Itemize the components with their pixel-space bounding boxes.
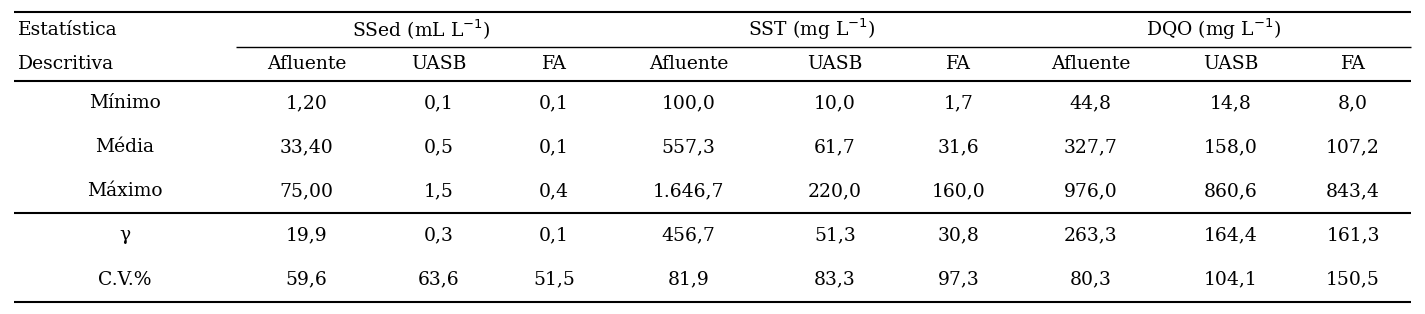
Text: FA: FA (542, 55, 567, 73)
Text: UASB: UASB (412, 55, 466, 73)
Text: FA: FA (1341, 55, 1365, 73)
Text: Afluente: Afluente (266, 55, 346, 73)
Text: 843,4: 843,4 (1327, 182, 1381, 200)
Text: 0,5: 0,5 (423, 138, 455, 156)
Text: 263,3: 263,3 (1064, 226, 1117, 245)
Text: UASB: UASB (1203, 55, 1258, 73)
Text: 557,3: 557,3 (661, 138, 715, 156)
Text: 51,5: 51,5 (533, 271, 574, 289)
Text: 0,1: 0,1 (539, 226, 569, 245)
Text: Máximo: Máximo (87, 182, 162, 200)
Text: 19,9: 19,9 (286, 226, 328, 245)
Text: 30,8: 30,8 (938, 226, 979, 245)
Text: Mínimo: Mínimo (88, 94, 161, 112)
Text: 1,7: 1,7 (943, 94, 973, 112)
Text: 31,6: 31,6 (938, 138, 979, 156)
Text: 976,0: 976,0 (1064, 182, 1117, 200)
Text: 158,0: 158,0 (1204, 138, 1257, 156)
Text: 33,40: 33,40 (279, 138, 333, 156)
Text: 75,00: 75,00 (279, 182, 333, 200)
Text: Média: Média (95, 138, 154, 156)
Text: Afluente: Afluente (1052, 55, 1130, 73)
Text: Descritiva: Descritiva (19, 55, 114, 73)
Text: 104,1: 104,1 (1204, 271, 1257, 289)
Text: Afluente: Afluente (648, 55, 728, 73)
Text: 1.646,7: 1.646,7 (653, 182, 724, 200)
Text: 51,3: 51,3 (814, 226, 856, 245)
Text: SST (mg L$^{-1}$): SST (mg L$^{-1}$) (748, 17, 876, 42)
Text: γ: γ (120, 226, 131, 245)
Text: 0,1: 0,1 (539, 138, 569, 156)
Text: 59,6: 59,6 (285, 271, 328, 289)
Text: FA: FA (946, 55, 970, 73)
Text: UASB: UASB (808, 55, 862, 73)
Text: 83,3: 83,3 (814, 271, 856, 289)
Text: 44,8: 44,8 (1070, 94, 1112, 112)
Text: 164,4: 164,4 (1204, 226, 1257, 245)
Text: 81,9: 81,9 (668, 271, 710, 289)
Text: Estatística: Estatística (19, 21, 118, 39)
Text: DQO (mg L$^{-1}$): DQO (mg L$^{-1}$) (1146, 17, 1281, 42)
Text: 161,3: 161,3 (1327, 226, 1379, 245)
Text: 860,6: 860,6 (1204, 182, 1257, 200)
Text: 0,3: 0,3 (425, 226, 453, 245)
Text: 160,0: 160,0 (932, 182, 985, 200)
Text: 327,7: 327,7 (1064, 138, 1117, 156)
Text: 220,0: 220,0 (808, 182, 862, 200)
Text: 100,0: 100,0 (661, 94, 715, 112)
Text: 0,1: 0,1 (539, 94, 569, 112)
Text: 14,8: 14,8 (1210, 94, 1251, 112)
Text: 63,6: 63,6 (418, 271, 460, 289)
Text: 61,7: 61,7 (814, 138, 856, 156)
Text: 150,5: 150,5 (1327, 271, 1381, 289)
Text: 1,5: 1,5 (425, 182, 453, 200)
Text: 8,0: 8,0 (1338, 94, 1368, 112)
Text: 1,20: 1,20 (285, 94, 328, 112)
Text: 0,1: 0,1 (425, 94, 453, 112)
Text: C.V.%: C.V.% (98, 271, 151, 289)
Text: 97,3: 97,3 (938, 271, 979, 289)
Text: 0,4: 0,4 (539, 182, 569, 200)
Text: SSed (mL L$^{-1}$): SSed (mL L$^{-1}$) (352, 17, 492, 42)
Text: 10,0: 10,0 (814, 94, 856, 112)
Text: 80,3: 80,3 (1070, 271, 1112, 289)
Text: 456,7: 456,7 (661, 226, 715, 245)
Text: 107,2: 107,2 (1327, 138, 1381, 156)
